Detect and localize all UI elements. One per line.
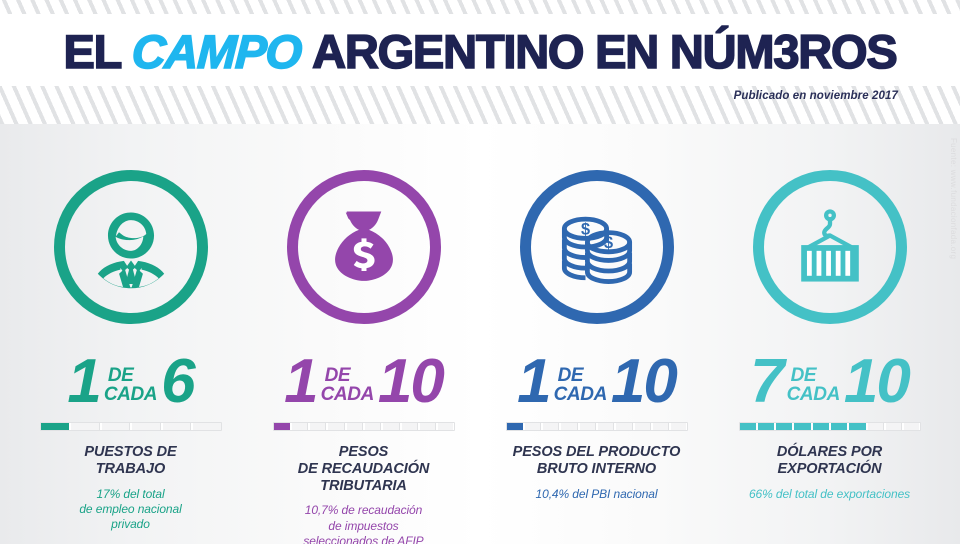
- icon-circle-businessman: [53, 170, 208, 324]
- progress-segment: [162, 423, 191, 430]
- stat-cada-word: CADA: [553, 383, 608, 405]
- money-bag-icon: [316, 199, 412, 295]
- progress-segment: [543, 423, 560, 430]
- svg-text:$: $: [580, 221, 589, 239]
- stat-sublabel: 66% del total de exportaciones: [748, 486, 911, 501]
- stat-label: PESOS DEL PRODUCTO BRUTO INTERNO: [512, 444, 681, 477]
- icon-circle-shipping-container: [752, 170, 907, 324]
- page-title: EL CAMPO ARGENTINO EN NÚM3ROS: [0, 20, 960, 82]
- progress-segment: [634, 423, 651, 430]
- progress-segment: [524, 423, 542, 430]
- stat-sublabel: 17% del total de empleo nacional privado: [79, 486, 182, 532]
- source-credit: Fuente: www.fundacionfada.org: [949, 138, 958, 260]
- stat-column-dolares-por-exportacion: 7 DE CADA 10 DÓLARES POR EXPORTACIÓN 66%…: [719, 124, 941, 502]
- progress-segment: [40, 423, 69, 430]
- progress-segment: [867, 423, 884, 430]
- progress-segment: [739, 423, 756, 430]
- stat-ratio-2: 1 DE CADA 10: [284, 347, 445, 417]
- stat-de-word: DE: [790, 364, 817, 386]
- progress-segment: [273, 423, 290, 430]
- progress-segment: [652, 423, 670, 430]
- progress-segment: [132, 423, 161, 430]
- progress-segment: [506, 423, 523, 430]
- progress-segment: [616, 423, 633, 430]
- progress-bar-exportacion: [738, 422, 921, 431]
- stat-numerator: 1: [517, 347, 552, 417]
- stat-denominator: 10: [377, 347, 445, 417]
- progress-segment: [401, 423, 418, 430]
- stat-label: DÓLARES POR EXPORTACIÓN: [776, 444, 883, 477]
- stat-de-word: DE: [557, 364, 584, 386]
- stat-numerator: 1: [67, 347, 102, 417]
- progress-bar-pbi: [505, 422, 688, 431]
- progress-bar-recaudacion: [272, 422, 455, 431]
- stat-de-word: DE: [107, 364, 134, 386]
- stat-column-recaudacion-tributaria: 1 DE CADA 10 PESOS DE RECAUDACIÓN TRIBUT…: [253, 124, 475, 544]
- publication-date: Publicado en noviembre 2017: [733, 90, 898, 102]
- stat-numerator: 7: [750, 347, 785, 417]
- stat-de-cada: DE CADA: [553, 360, 608, 405]
- stat-denominator: 10: [843, 347, 911, 417]
- progress-segment: [438, 423, 454, 430]
- svg-text:$: $: [603, 234, 612, 252]
- progress-segment: [757, 423, 775, 430]
- progress-segment: [328, 423, 345, 430]
- businessman-icon: [83, 199, 179, 295]
- stat-de-cada: DE CADA: [786, 360, 841, 405]
- progress-segment: [101, 423, 130, 430]
- title-white-band: [0, 14, 960, 86]
- stats-columns: 1 DE CADA 6 PUESTOS DE TRABAJO 17% del t…: [0, 124, 960, 544]
- coin-stacks-icon: $ $: [549, 199, 645, 295]
- progress-segment: [561, 423, 578, 430]
- stat-column-producto-bruto-interno: $ $ 1 DE CADA 10 PESOS DEL PRODUCTO BRUT…: [486, 124, 708, 502]
- stat-sublabel: 10,4% del PBI nacional: [535, 486, 658, 501]
- header-banner: EL CAMPO ARGENTINO EN NÚM3ROS Publicado …: [0, 0, 960, 124]
- progress-segment: [71, 423, 100, 430]
- icon-circle-money-bag: [286, 170, 441, 324]
- stat-denominator: 6: [161, 347, 196, 417]
- stat-numerator: 1: [284, 347, 319, 417]
- stat-label: PUESTOS DE TRABAJO: [84, 444, 177, 477]
- stat-cada-word: CADA: [786, 383, 841, 405]
- title-part-argentino-en-numeros: ARGENTINO EN NÚM3ROS: [311, 24, 898, 78]
- stat-denominator: 10: [610, 347, 678, 417]
- stat-de-cada: DE CADA: [103, 360, 158, 405]
- progress-segment: [671, 423, 687, 430]
- title-part-el: EL: [63, 24, 123, 78]
- stat-cada-word: CADA: [103, 383, 158, 405]
- shipping-container-icon: [782, 199, 878, 295]
- stat-cada-word: CADA: [320, 383, 375, 405]
- progress-segment: [794, 423, 811, 430]
- progress-segment: [419, 423, 437, 430]
- stat-ratio-4: 7 DE CADA 10: [750, 347, 911, 417]
- progress-segment: [310, 423, 327, 430]
- stat-ratio-1: 1 DE CADA 6: [67, 347, 196, 417]
- progress-segment: [364, 423, 382, 430]
- progress-segment: [776, 423, 793, 430]
- stat-de-cada: DE CADA: [320, 360, 375, 405]
- stat-ratio-3: 1 DE CADA 10: [517, 347, 678, 417]
- progress-segment: [885, 423, 903, 430]
- progress-segment: [193, 423, 221, 430]
- progress-bar-puestos: [39, 422, 222, 431]
- title-part-campo: CAMPO: [130, 24, 303, 79]
- progress-segment: [579, 423, 596, 430]
- progress-segment: [904, 423, 920, 430]
- icon-circle-coin-stacks: $ $: [519, 170, 674, 324]
- stat-de-word: DE: [324, 364, 351, 386]
- progress-segment: [346, 423, 363, 430]
- stat-sublabel: 10,7% de recaudación de impuestos selecc…: [303, 503, 424, 544]
- stat-column-puestos-de-trabajo: 1 DE CADA 6 PUESTOS DE TRABAJO 17% del t…: [20, 124, 242, 533]
- stat-label: PESOS DE RECAUDACIÓN TRIBUTARIA: [297, 444, 430, 494]
- progress-segment: [812, 423, 829, 430]
- progress-segment: [291, 423, 309, 430]
- progress-segment: [383, 423, 400, 430]
- progress-segment: [849, 423, 866, 430]
- progress-segment: [830, 423, 848, 430]
- progress-segment: [597, 423, 615, 430]
